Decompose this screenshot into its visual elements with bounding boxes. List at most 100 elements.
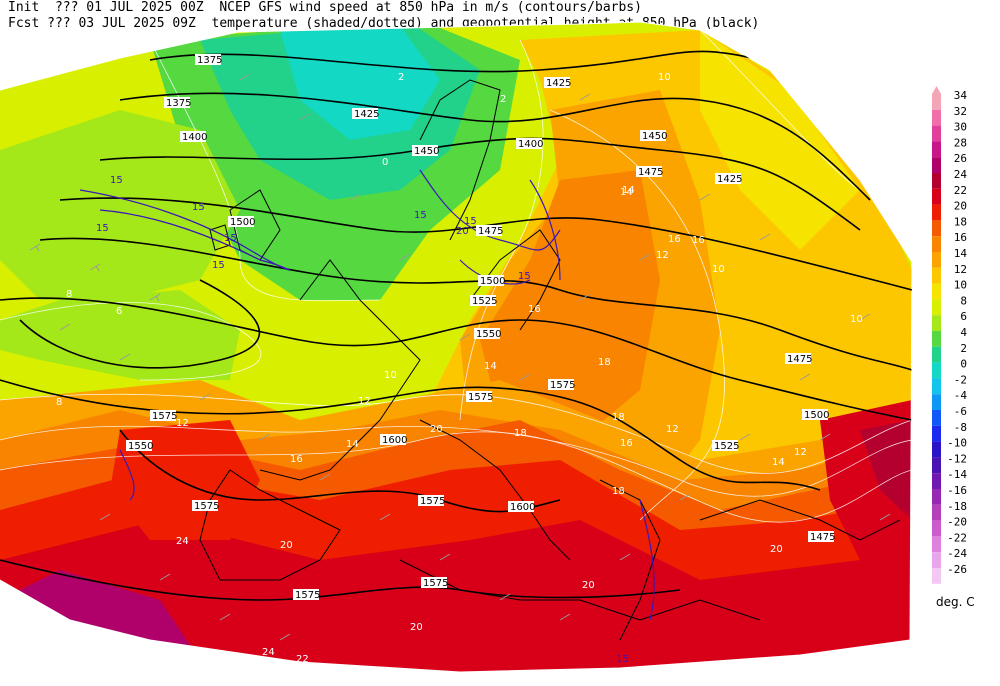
height-label: 1425: [717, 174, 742, 185]
legend-value-label: 24: [954, 168, 968, 181]
temperature-label: 16: [528, 304, 541, 315]
temperature-label: 12: [656, 250, 669, 261]
legend-value-label: 26: [954, 152, 967, 165]
legend-value-label: 30: [954, 121, 967, 134]
wind-speed-label: 15: [212, 260, 225, 271]
height-label: 1600: [510, 502, 535, 513]
height-label: 1550: [128, 441, 153, 452]
temperature-label: 12: [176, 418, 189, 429]
height-label: 1500: [480, 276, 505, 287]
temperature-label: 10: [850, 314, 863, 325]
height-label: 1575: [194, 501, 219, 512]
legend-swatch: [932, 457, 941, 474]
legend-value-label: 14: [954, 247, 968, 260]
legend-swatch: [932, 362, 941, 379]
temperature-label: 10: [658, 72, 671, 83]
legend-value-label: -4: [954, 389, 968, 402]
wind-contours: [79, 169, 655, 621]
legend-value-label: -2: [954, 373, 967, 386]
height-label: 1375: [166, 98, 191, 109]
wind-speed-label: 15: [192, 202, 205, 213]
legend-value-label: 18: [954, 215, 967, 228]
height-label: 1575: [423, 578, 448, 589]
temperature-label: 20: [280, 540, 293, 551]
legend-value-label: 4: [960, 326, 967, 339]
legend-value-label: 10: [954, 279, 967, 292]
height-label: 1475: [810, 532, 835, 543]
temperature-label: 16: [692, 235, 705, 246]
temperature-label-group: 8 6 8 12 10 14 14 16 16 18 20 20 22 24 2…: [56, 72, 863, 665]
legend-value-label: -16: [947, 484, 967, 497]
legend-swatch: [932, 188, 941, 205]
temperature-label: 10: [712, 264, 725, 275]
height-label: 1500: [804, 410, 829, 421]
legend-value-label: 16: [954, 231, 967, 244]
height-label: 1375: [197, 55, 222, 66]
height-label: 1525: [472, 296, 497, 307]
legend-swatch: [932, 346, 941, 363]
legend-value-label: -6: [954, 405, 967, 418]
legend-swatch: [932, 204, 941, 221]
legend-swatch: [932, 283, 941, 300]
legend-value-label: -8: [954, 421, 967, 434]
temperature-label: 12: [666, 424, 679, 435]
wind-speed-label: 15: [518, 271, 531, 282]
legend-value-label: 20: [954, 200, 967, 213]
temperature-shading: [0, 22, 912, 672]
legend-value-label: 32: [954, 105, 967, 118]
legend-value-label: 8: [960, 294, 967, 307]
legend-swatch: [932, 109, 941, 126]
temperature-label: 22: [296, 654, 309, 665]
temperature-label: 20: [582, 580, 595, 591]
wind-speed-label: 15: [110, 175, 123, 186]
height-label: 1550: [476, 329, 501, 340]
legend-swatch: [932, 378, 941, 395]
legend-value-label: 6: [960, 310, 967, 323]
temperature-label: 12: [358, 396, 371, 407]
height-label: 1400: [518, 139, 543, 150]
height-label: 1400: [182, 132, 207, 143]
temperature-label: 0: [382, 157, 388, 168]
height-label: 1600: [382, 435, 407, 446]
legend-value-label: -10: [947, 437, 967, 450]
temperature-label: 16: [620, 438, 633, 449]
temperature-label: 8: [66, 289, 72, 300]
temperature-label: 20: [410, 622, 423, 633]
temperature-label: 14: [484, 361, 497, 372]
wind-speed-label: 15: [464, 216, 477, 227]
temperature-label: 2: [398, 72, 404, 83]
legend-swatch: [932, 568, 941, 584]
legend-value-label: 34: [954, 89, 968, 102]
temperature-label: 14: [622, 185, 635, 196]
legend-swatch: [932, 267, 941, 284]
legend-swatch: [932, 315, 941, 331]
height-label: 1425: [354, 109, 379, 120]
legend-swatch: [932, 220, 941, 237]
legend-value-label: 2: [960, 342, 967, 355]
height-label: 1575: [550, 380, 575, 391]
legend-value-label: -20: [947, 516, 967, 529]
wind-label-group: 15 15 15 15 15 20 15 15 15 15: [96, 175, 629, 665]
temperature-label: 20: [430, 424, 443, 435]
legend-swatch: [932, 504, 941, 521]
legend-swatch: [932, 252, 941, 268]
legend-value-label: -14: [947, 468, 967, 481]
legend-swatch: [932, 236, 941, 252]
height-label: 1425: [546, 78, 571, 89]
legend-swatch: [932, 94, 941, 110]
height-label-group: 1375 1375 1400 1425 1425 1400 1450 1450 …: [126, 54, 835, 601]
height-label: 1475: [478, 226, 503, 237]
temperature-label: 8: [56, 397, 62, 408]
map-domain-outline: [0, 21, 913, 673]
legend-swatch: [932, 425, 941, 442]
legend-swatch: [932, 489, 941, 505]
temperature-label: 6: [116, 306, 122, 317]
temperature-label: 18: [612, 412, 625, 423]
wind-speed-label: 15: [616, 654, 629, 665]
legend-swatch: [932, 473, 941, 489]
legend-swatch: [932, 299, 941, 316]
height-label: 1450: [414, 146, 439, 157]
legend-swatch: [932, 331, 941, 347]
legend-value-label: 12: [954, 263, 967, 276]
legend-swatch: [932, 173, 941, 189]
